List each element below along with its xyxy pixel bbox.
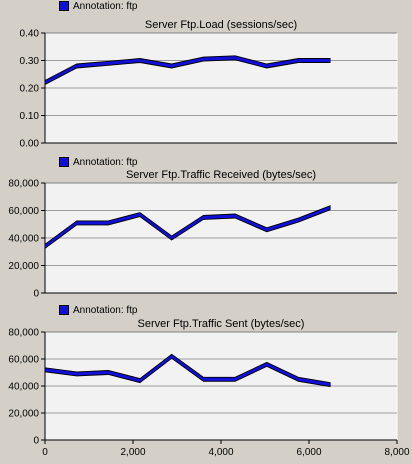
legend-swatch: [59, 157, 69, 167]
y-tick-label: 40,000: [8, 234, 39, 245]
data-point: [139, 380, 141, 382]
y-tick-label: 0: [33, 436, 39, 447]
x-tick-label: 6,000: [296, 447, 321, 458]
data-point: [44, 245, 46, 247]
data-point: [202, 378, 204, 380]
y-tick-label: 20,000: [8, 409, 39, 420]
legend-swatch: [59, 305, 69, 315]
data-point: [171, 65, 173, 67]
data-point: [329, 384, 331, 386]
data-point: [107, 62, 109, 64]
legend-label: Annotation: ftp: [73, 156, 138, 168]
data-point: [297, 219, 300, 221]
y-tick-label: 20,000: [8, 261, 39, 272]
data-point: [107, 222, 109, 224]
x-tick-label: 2,000: [120, 447, 145, 458]
data-point: [234, 215, 236, 217]
series-line: [44, 353, 331, 388]
legend: Annotation: ftp: [59, 304, 138, 316]
series-line: [44, 205, 331, 250]
legend: Annotation: ftp: [59, 156, 138, 168]
data-point: [76, 222, 78, 224]
data-point: [76, 373, 78, 375]
legend-label: Annotation: ftp: [73, 304, 138, 316]
data-point: [266, 65, 268, 67]
legend-swatch: [59, 1, 69, 11]
x-tick-label: 4,000: [208, 447, 233, 458]
y-tick-label: 0.20: [20, 84, 40, 95]
data-point: [202, 216, 204, 218]
x-tick-label: 0: [42, 447, 48, 458]
y-tick-label: 80,000: [8, 328, 39, 339]
chart-title: Server Ftp.Traffic Sent (bytes/sec): [137, 318, 305, 330]
y-tick-label: 60,000: [8, 206, 39, 217]
legend-label: Annotation: ftp: [73, 0, 138, 12]
y-tick-label: 60,000: [8, 355, 39, 366]
y-tick-label: 80,000: [8, 179, 39, 190]
data-point: [44, 369, 46, 371]
data-point: [329, 59, 331, 62]
y-tick-label: 0.00: [20, 139, 40, 150]
data-point: [329, 207, 331, 209]
chart-title: Server Ftp.Traffic Received (bytes/sec): [125, 169, 317, 181]
y-tick-label: 0: [33, 289, 39, 300]
data-point: [139, 59, 141, 62]
data-point: [202, 58, 204, 60]
data-point: [76, 65, 78, 67]
data-point: [297, 59, 300, 62]
x-tick-label: 8,000: [384, 447, 409, 458]
data-point: [266, 363, 268, 365]
y-tick-label: 0.40: [20, 29, 40, 40]
data-point: [107, 371, 109, 374]
data-point: [234, 378, 236, 380]
data-point: [44, 81, 46, 84]
legend: Annotation: ftp: [59, 0, 138, 12]
y-tick-label: 0.30: [20, 56, 40, 67]
data-point: [171, 237, 173, 239]
data-point: [234, 57, 236, 59]
y-tick-label: 40,000: [8, 382, 39, 393]
chart-title: Server Ftp.Load (sessions/sec): [144, 19, 298, 31]
data-point: [266, 229, 268, 231]
data-point: [171, 355, 173, 357]
series-line: [44, 55, 331, 86]
data-point: [139, 214, 141, 216]
y-tick-label: 0.10: [20, 111, 40, 122]
data-point: [297, 378, 300, 380]
